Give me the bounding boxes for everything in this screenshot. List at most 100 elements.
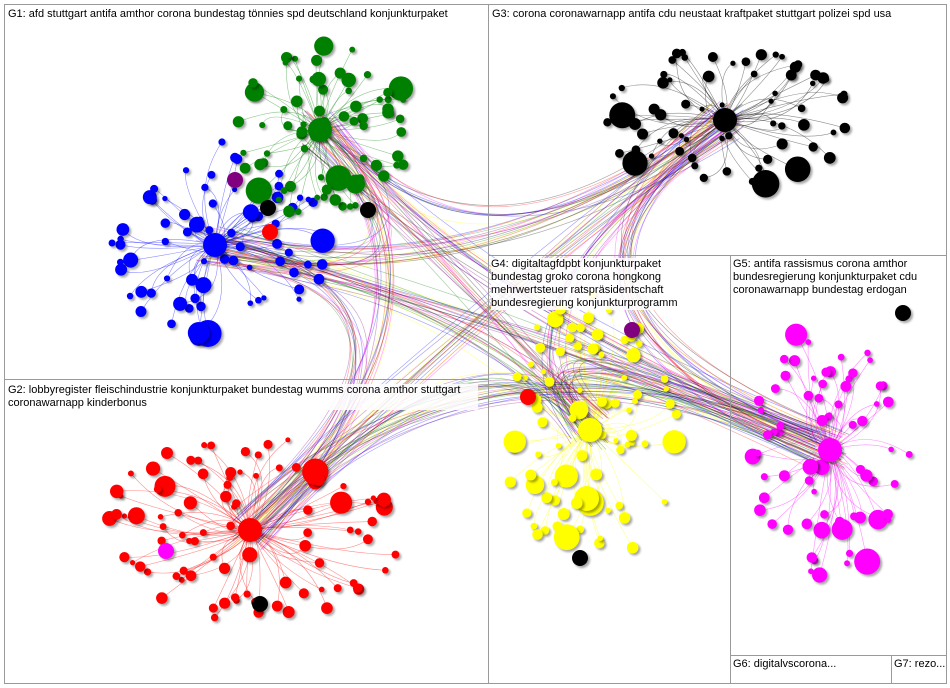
node bbox=[208, 199, 217, 208]
edge bbox=[109, 518, 251, 534]
node bbox=[615, 501, 624, 510]
edge bbox=[564, 375, 823, 467]
edge bbox=[220, 123, 716, 262]
node bbox=[352, 201, 359, 209]
node bbox=[338, 111, 350, 122]
edge bbox=[814, 449, 832, 561]
node bbox=[210, 613, 219, 622]
node bbox=[576, 323, 585, 333]
edge bbox=[206, 261, 590, 437]
node bbox=[569, 400, 589, 420]
node bbox=[532, 529, 543, 540]
node bbox=[613, 437, 619, 444]
edge bbox=[554, 366, 834, 441]
node bbox=[657, 138, 663, 144]
node bbox=[603, 118, 612, 127]
edge bbox=[210, 119, 390, 274]
node bbox=[801, 518, 813, 530]
node bbox=[280, 187, 288, 195]
node bbox=[550, 478, 558, 486]
node bbox=[805, 339, 812, 346]
edge bbox=[249, 521, 373, 531]
edge bbox=[232, 230, 814, 441]
node bbox=[554, 464, 578, 488]
edge bbox=[225, 262, 836, 436]
node bbox=[621, 374, 628, 381]
node bbox=[201, 442, 208, 449]
node bbox=[218, 138, 226, 146]
node bbox=[722, 167, 732, 176]
node bbox=[772, 90, 778, 97]
node bbox=[227, 228, 236, 238]
node bbox=[662, 430, 686, 454]
node bbox=[905, 451, 913, 458]
edge bbox=[312, 110, 580, 435]
node bbox=[292, 55, 299, 62]
node bbox=[754, 449, 762, 457]
node bbox=[540, 369, 546, 375]
node bbox=[818, 438, 842, 462]
node bbox=[626, 407, 632, 413]
node bbox=[628, 439, 636, 446]
edge bbox=[252, 102, 713, 514]
node bbox=[626, 348, 641, 363]
node bbox=[232, 499, 241, 508]
node bbox=[182, 167, 190, 174]
node bbox=[329, 194, 341, 206]
node bbox=[754, 504, 766, 516]
node bbox=[370, 495, 377, 501]
node bbox=[116, 223, 130, 236]
node bbox=[218, 562, 231, 574]
node bbox=[239, 162, 251, 174]
node bbox=[789, 61, 801, 73]
node bbox=[359, 154, 368, 163]
node bbox=[576, 387, 583, 393]
node bbox=[262, 224, 278, 240]
node bbox=[778, 122, 786, 130]
node bbox=[755, 49, 767, 61]
node bbox=[314, 558, 325, 568]
node bbox=[311, 71, 326, 87]
edge bbox=[326, 115, 721, 225]
edge bbox=[225, 106, 738, 265]
node bbox=[741, 57, 751, 67]
node bbox=[209, 553, 217, 561]
node bbox=[596, 396, 607, 407]
node bbox=[703, 70, 715, 83]
node bbox=[641, 440, 649, 448]
node bbox=[512, 372, 522, 382]
node bbox=[303, 260, 312, 269]
edge bbox=[209, 263, 831, 451]
node bbox=[294, 208, 302, 215]
node bbox=[837, 92, 849, 104]
node bbox=[357, 113, 368, 124]
edge bbox=[313, 113, 743, 215]
node bbox=[284, 248, 293, 257]
node bbox=[227, 172, 243, 188]
node bbox=[668, 56, 677, 64]
edge bbox=[249, 500, 377, 531]
node bbox=[660, 375, 669, 383]
node bbox=[127, 507, 145, 525]
node bbox=[242, 204, 259, 221]
node bbox=[553, 524, 580, 551]
edge bbox=[724, 77, 824, 121]
node bbox=[784, 156, 811, 183]
node bbox=[890, 480, 899, 488]
edge bbox=[225, 241, 838, 459]
node bbox=[687, 153, 697, 163]
edge bbox=[635, 117, 726, 151]
node bbox=[391, 550, 400, 559]
node bbox=[831, 518, 853, 540]
node bbox=[534, 324, 541, 331]
node bbox=[284, 180, 296, 192]
node bbox=[363, 71, 372, 79]
edge bbox=[210, 251, 577, 418]
node bbox=[247, 300, 254, 306]
edge bbox=[116, 514, 251, 536]
node bbox=[719, 135, 725, 142]
node bbox=[245, 82, 265, 102]
node bbox=[115, 239, 126, 250]
edge bbox=[231, 382, 816, 523]
node bbox=[161, 447, 173, 459]
